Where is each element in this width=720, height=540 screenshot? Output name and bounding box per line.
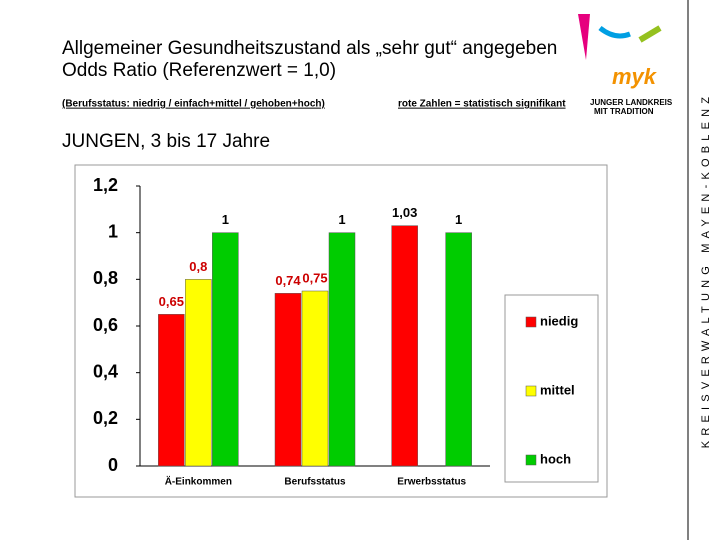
y-tick-label: 1 — [108, 221, 118, 241]
value-label: 1,03 — [392, 205, 417, 220]
x-tick-label: Ä-Einkommen — [165, 475, 232, 488]
title: Allgemeiner Gesundheitszustand als „sehr… — [62, 38, 557, 59]
bar — [328, 232, 356, 467]
logo-text: JUNGER LANDKREIS — [590, 98, 673, 107]
y-tick-label: 0,6 — [93, 315, 118, 335]
x-tick-label: Erwerbsstatus — [397, 477, 466, 488]
bar — [185, 279, 212, 467]
legend-swatch — [525, 385, 537, 397]
legend-box — [504, 294, 599, 483]
group-label: JUNGEN, 3 bis 17 Jahre — [62, 131, 270, 152]
legend-swatch — [525, 454, 537, 466]
legend-label: mittel — [540, 382, 575, 397]
value-label: 1 — [338, 212, 345, 227]
y-tick-label: 0,8 — [93, 268, 118, 288]
value-label: 1 — [455, 212, 462, 227]
note: rote Zahlen = statistisch signifikant — [398, 99, 566, 110]
sidebar: KREISVERWALTUNG MAYEN-KOBLENZ — [700, 92, 712, 448]
value-label: 1 — [222, 212, 229, 227]
y-tick-label: 1,2 — [93, 175, 118, 195]
bar — [301, 290, 329, 467]
y-tick-label: 0,2 — [93, 408, 118, 428]
logo-mark: myk — [612, 64, 658, 89]
title: Odds Ratio (Referenzwert = 1,0) — [62, 60, 336, 81]
logo-text: MIT TRADITION — [594, 107, 654, 116]
legend-label: hoch — [540, 451, 571, 466]
y-tick-label: 0,4 — [93, 361, 118, 381]
legend-label: niedig — [540, 313, 578, 328]
note: (Berufsstatus: niedrig / einfach+mittel … — [62, 99, 325, 110]
y-tick-label: 0 — [108, 455, 118, 475]
logo: myk JUNGER LANDKREIS MIT TRADITION — [578, 14, 673, 116]
chart: 0 0,2 0,4 0,6 0,8 1 1,2 Ä-Einkommen 0,65 0,8 1 Beru… — [93, 175, 578, 488]
bar — [158, 314, 185, 467]
value-label: 0,74 — [275, 273, 301, 288]
value-label: 0,8 — [189, 259, 207, 274]
bar — [212, 232, 239, 467]
bar — [445, 232, 472, 467]
bar — [274, 293, 302, 467]
value-label: 0,75 — [302, 270, 327, 285]
value-label: 0,65 — [159, 294, 184, 309]
x-tick-label: Berufsstatus — [284, 477, 346, 488]
bar — [391, 225, 418, 467]
legend-swatch — [525, 316, 537, 328]
